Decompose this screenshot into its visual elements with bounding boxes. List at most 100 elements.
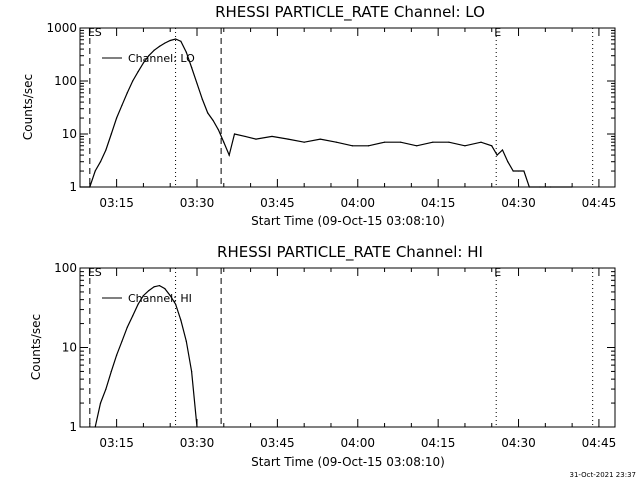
data-point <box>512 170 514 172</box>
data-point <box>191 370 193 373</box>
data-point <box>367 145 370 147</box>
data-point <box>191 66 193 69</box>
data-point <box>105 149 107 151</box>
data-point <box>79 186 81 188</box>
data-point <box>164 42 166 44</box>
data-point <box>94 426 96 428</box>
data-point <box>212 119 214 122</box>
data-point <box>517 170 520 172</box>
legend-label: Channel: HI <box>128 292 192 305</box>
data-point <box>496 154 498 156</box>
chart-title: RHESSI PARTICLE_RATE Channel: HI <box>217 243 483 262</box>
data-point <box>335 141 337 143</box>
data-point <box>539 186 541 188</box>
data-point <box>196 82 198 85</box>
data-point <box>550 186 552 188</box>
plot-area: 1 10 100 1000 03:15 03:30 03:45 04:00 04:15 04:30… <box>46 21 616 210</box>
data-point <box>228 154 230 156</box>
series-line <box>94 284 198 428</box>
x-tick-label: 04:00 <box>340 196 375 210</box>
data-point <box>571 186 573 188</box>
footer-timestamp: 31-Oct-2021 23:37 <box>570 471 636 479</box>
data-point <box>126 326 128 328</box>
data-point <box>185 340 187 342</box>
event-marker-label: E <box>494 266 501 279</box>
y-tick-label: 10 <box>62 127 77 141</box>
data-point <box>121 340 123 342</box>
data-point <box>137 71 139 73</box>
data-point <box>116 117 118 119</box>
x-tick-label: 03:45 <box>260 436 295 450</box>
data-point <box>480 141 482 143</box>
chart-panel-lo: RHESSI PARTICLE_RATE Channel: LO 1101001… <box>21 3 616 228</box>
data-point <box>244 135 246 138</box>
data-point <box>180 319 182 321</box>
x-tick-label: 04:30 <box>501 196 536 210</box>
data-point <box>255 138 257 140</box>
data-point <box>217 129 220 131</box>
x-tick-label: 03:45 <box>260 196 295 210</box>
data-point <box>148 55 150 57</box>
x-tick-label: 04:30 <box>501 436 536 450</box>
data-point <box>180 40 182 42</box>
data-point <box>116 354 118 356</box>
event-marker-label: E <box>494 26 501 39</box>
data-point <box>126 92 128 94</box>
chart-panel-hi: RHESSI PARTICLE_RATE Channel: HI 1 10 100 0… <box>29 243 616 469</box>
data-point <box>351 145 354 147</box>
data-point <box>148 289 150 292</box>
data-point <box>110 370 112 373</box>
data-point <box>196 426 198 428</box>
data-point <box>158 45 161 47</box>
event-marker-label: ES <box>88 26 102 39</box>
x-tick-label: 03:15 <box>99 196 134 210</box>
data-point <box>319 138 321 140</box>
data-point <box>132 80 134 82</box>
data-point <box>448 141 450 143</box>
y-tick-label: 1 <box>69 420 77 434</box>
series-line <box>80 38 573 188</box>
data-point <box>185 51 187 53</box>
x-tick-label: 03:30 <box>180 196 215 210</box>
data-point <box>501 149 504 151</box>
data-point <box>174 38 177 40</box>
data-point <box>158 285 161 287</box>
data-point <box>432 141 434 143</box>
data-point <box>105 388 107 390</box>
data-point <box>142 62 145 64</box>
x-axis-label: Start Time (09-Oct-15 03:08:10) <box>251 455 445 469</box>
data-point <box>153 49 155 51</box>
x-tick-label: 03:30 <box>180 436 215 450</box>
data-point <box>523 170 525 172</box>
data-point <box>174 303 177 305</box>
data-point <box>137 303 139 305</box>
plot-frame <box>79 27 616 188</box>
data-point <box>121 104 123 106</box>
x-tick-label: 04:00 <box>340 436 375 450</box>
plot-area: 1 10 100 03:15 03:30 03:45 04:00 04:15 04:30 04:4… <box>54 261 616 450</box>
data-point <box>491 145 493 147</box>
data-point <box>416 145 418 147</box>
data-point <box>94 170 96 172</box>
data-point <box>528 186 530 188</box>
data-point <box>507 161 509 163</box>
y-axis-label: Counts/sec <box>29 314 43 380</box>
data-point <box>303 141 305 143</box>
data-point <box>464 145 466 147</box>
data-point <box>169 39 171 42</box>
data-point <box>207 112 209 114</box>
data-point <box>383 141 386 143</box>
y-tick-label: 10 <box>62 341 77 355</box>
data-point <box>400 141 402 143</box>
data-point <box>164 288 166 290</box>
data-point <box>99 402 102 404</box>
data-point <box>142 294 145 297</box>
x-tick-label: 04:15 <box>421 436 456 450</box>
x-tick-label: 04:15 <box>421 196 456 210</box>
data-point <box>271 135 273 138</box>
y-tick-label: 1 <box>69 180 77 194</box>
event-marker-label: ES <box>88 266 102 279</box>
chart-title: RHESSI PARTICLE_RATE Channel: LO <box>215 3 485 22</box>
data-point <box>287 138 289 140</box>
data-point <box>153 286 155 288</box>
